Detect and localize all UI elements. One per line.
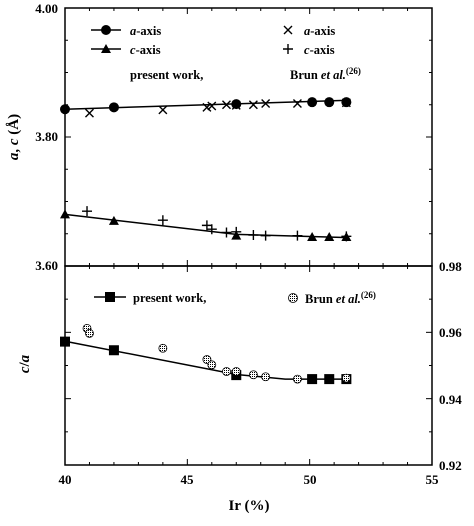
- data-point-hatched-circle: [207, 360, 217, 370]
- y-tick-label: 0.98: [439, 259, 462, 274]
- data-point-hatched-circle: [248, 370, 258, 380]
- data-point-cross: [158, 105, 168, 115]
- legend-label-present-work: present work,: [133, 291, 206, 305]
- data-point-cross: [84, 108, 94, 118]
- lattice-parameter-panel: 3.60 3.80 4.00 a, c (Å) a-axis c-axis pr…: [6, 1, 433, 273]
- y-tick-label: 0.92: [439, 458, 462, 473]
- top-axis-ticks: [64, 7, 433, 267]
- top-legend: a-axis c-axis present work, a-axis c-axi…: [91, 24, 361, 82]
- x-axis-title: Ir (%): [229, 498, 270, 514]
- data-point-hatched-circle: [222, 367, 231, 376]
- y-tick-label: 0.94: [439, 392, 462, 407]
- data-point-square: [108, 345, 119, 356]
- x-tick-label: 40: [59, 472, 72, 487]
- data-point-plus: [157, 215, 168, 226]
- data-point-circle: [307, 97, 318, 108]
- top-y-tick-labels: 3.60 3.80 4.00: [35, 1, 58, 273]
- legend-label-a-axis-brun: a-axis: [304, 24, 335, 38]
- data-point-triangle: [108, 215, 119, 225]
- data-point-circle: [231, 99, 242, 110]
- data-point-cross: [231, 100, 241, 110]
- top-data-markers: [60, 97, 352, 242]
- legend-label-c-axis-brun: c-axis: [304, 43, 335, 57]
- bottom-y-tick-labels: 0.92 0.94 0.96 0.98: [439, 259, 462, 473]
- bottom-y-axis-title: c/a: [17, 354, 33, 373]
- data-point-hatched-circle: [293, 374, 302, 384]
- data-point-triangle: [307, 231, 318, 241]
- data-point-square: [324, 374, 335, 385]
- data-point-circle: [324, 97, 335, 108]
- x-tick-label: 55: [426, 472, 440, 487]
- legend-label-brun: Brun et al.(26): [305, 290, 376, 306]
- bottom-data-markers: [60, 323, 352, 385]
- legend-cross-marker: [283, 25, 293, 35]
- data-point-square: [60, 336, 70, 347]
- x-tick-label: 45: [181, 472, 195, 487]
- data-point-hatched-circle: [85, 328, 94, 338]
- data-point-plus: [231, 226, 242, 237]
- y-tick-label: 3.80: [35, 129, 58, 144]
- legend-label-present-work: present work,: [130, 68, 203, 82]
- y-tick-label: 4.00: [35, 1, 58, 16]
- data-point-hatched-circle: [261, 372, 271, 382]
- data-point-plus: [82, 206, 93, 217]
- data-point-circle: [60, 104, 70, 115]
- data-point-plus: [292, 230, 303, 241]
- data-point-plus: [206, 224, 217, 235]
- data-point-hatched-circle: [231, 367, 241, 376]
- data-point-plus: [341, 231, 352, 242]
- data-point-cross: [341, 98, 351, 108]
- data-point-cross: [248, 100, 258, 110]
- legend-label-a-axis: a-axis: [130, 24, 161, 38]
- data-point-hatched-circle: [158, 343, 168, 353]
- legend-label-brun: Brun et al.(26): [290, 66, 361, 82]
- data-point-cross: [261, 98, 271, 108]
- data-point-triangle: [60, 209, 70, 219]
- data-point-plus: [221, 227, 232, 238]
- legend-circle-marker: [101, 25, 111, 35]
- legend-square-marker: [105, 292, 115, 302]
- legend-plus-marker: [283, 44, 293, 54]
- y-tick-label: 0.96: [439, 325, 462, 340]
- bottom-plot-frame: [64, 265, 433, 466]
- top-fit-lines: [64, 99, 349, 239]
- data-point-circle: [108, 102, 119, 113]
- x-tick-label: 50: [304, 472, 317, 487]
- legend-label-c-axis: c-axis: [130, 43, 161, 57]
- legend-hatched-circle-marker: [288, 293, 298, 303]
- data-point-triangle: [324, 231, 335, 241]
- x-tick-labels: 40 45 50 55: [59, 472, 440, 487]
- y-tick-label: 3.60: [35, 258, 58, 273]
- legend-triangle-marker: [101, 44, 111, 53]
- data-point-cross: [221, 100, 231, 110]
- bottom-legend: present work, Brun et al.(26): [94, 290, 376, 306]
- bottom-axis-ticks: [64, 265, 433, 466]
- data-point-cross: [207, 101, 217, 111]
- data-point-plus: [260, 230, 271, 241]
- data-point-cross: [292, 98, 302, 108]
- axial-ratio-panel: 0.92 0.94 0.96 0.98 40 45 50 55 Ir (%) c…: [17, 259, 462, 514]
- top-y-axis-title: a, c (Å): [6, 114, 22, 160]
- top-plot-frame: [64, 7, 433, 267]
- data-point-square: [307, 374, 318, 385]
- data-point-hatched-circle: [341, 373, 351, 383]
- data-point-plus: [248, 230, 259, 241]
